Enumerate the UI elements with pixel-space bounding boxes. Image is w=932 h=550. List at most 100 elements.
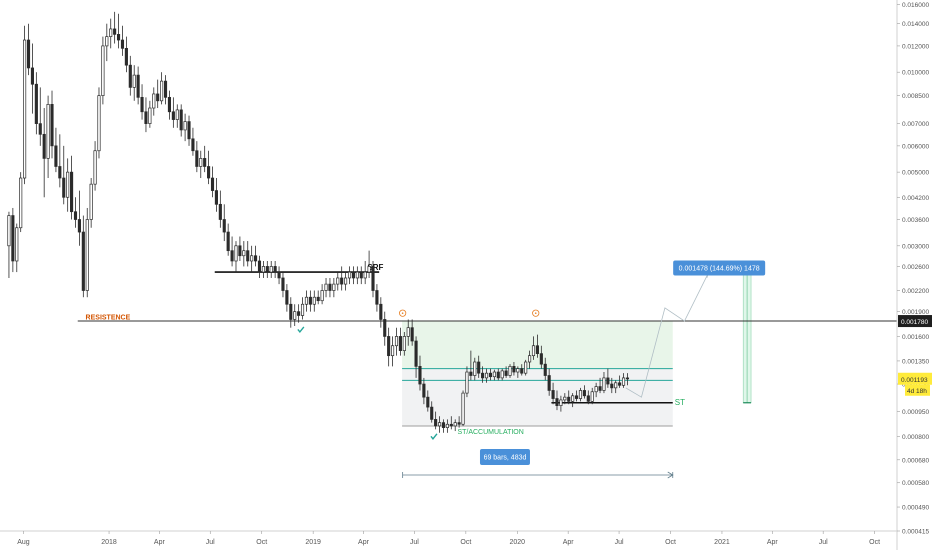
- y-tick-label: 0.002600: [902, 264, 929, 271]
- candle-body: [500, 370, 504, 379]
- candle-body: [179, 109, 183, 131]
- candle-body: [54, 145, 58, 167]
- candle-body: [398, 336, 402, 351]
- y-tick-label: 0.003600: [902, 217, 929, 224]
- candle-body: [246, 250, 250, 262]
- resistance-label: RESISTENCE: [86, 315, 131, 322]
- candle-body: [574, 395, 579, 399]
- candle-body: [207, 166, 211, 179]
- candle-body: [136, 74, 140, 98]
- candle-body: [508, 366, 512, 376]
- candle-body: [203, 158, 207, 167]
- candle-body: [512, 366, 516, 373]
- candle-body: [602, 377, 606, 391]
- candle-body: [336, 277, 340, 285]
- candle-body: [539, 353, 543, 365]
- candle-body: [261, 266, 265, 273]
- candle-body: [383, 319, 387, 337]
- candle-body: [481, 372, 485, 379]
- candle-body: [375, 290, 379, 305]
- y-tick-label: 0.001350: [902, 358, 929, 365]
- candle-body: [11, 215, 15, 262]
- y-tick-label: 0.001600: [902, 334, 929, 341]
- candle-body: [148, 107, 152, 124]
- candle-body: [594, 386, 598, 393]
- candle-body: [457, 422, 461, 425]
- candle-body: [195, 150, 199, 167]
- y-tick-label: 0.010000: [902, 70, 929, 77]
- x-tick-label: 2021: [714, 539, 730, 546]
- candle-body: [199, 158, 203, 167]
- x-tick-label: Apr: [358, 539, 370, 546]
- candle-body: [46, 104, 50, 159]
- candle-body: [42, 133, 46, 159]
- candle-body: [324, 283, 328, 291]
- candle-body: [140, 96, 144, 113]
- candle-body: [77, 219, 81, 233]
- x-tick-label: Jul: [410, 539, 419, 546]
- candle-body: [328, 283, 332, 291]
- candle-body: [234, 245, 238, 262]
- candle-body: [445, 423, 449, 428]
- candle-body: [469, 371, 473, 376]
- candle-body: [19, 177, 23, 229]
- candle-body: [50, 104, 54, 147]
- candle-body: [320, 290, 324, 302]
- candle-body: [606, 377, 610, 385]
- candle-body: [62, 177, 66, 198]
- candle-body: [116, 34, 121, 41]
- candle-body: [363, 271, 367, 279]
- accumulation-label: ST/ACCUMULATION: [457, 429, 523, 436]
- candle-body: [316, 296, 320, 302]
- candle-body: [70, 171, 74, 213]
- candle-body: [171, 111, 175, 120]
- candle-body: [101, 45, 105, 96]
- candle-body: [160, 80, 164, 102]
- candle-body: [23, 39, 27, 179]
- candle-body: [418, 366, 422, 385]
- candle-body: [547, 375, 551, 391]
- candle-body: [93, 150, 97, 185]
- x-tick-label: Oct: [460, 539, 471, 546]
- candle-body: [453, 422, 457, 427]
- candle-body: [422, 383, 426, 398]
- x-tick-label: Apr: [154, 539, 166, 546]
- candle-body: [426, 396, 430, 408]
- x-tick-label: Jul: [206, 539, 215, 546]
- candle-body: [285, 290, 289, 305]
- candle-body: [242, 250, 246, 257]
- candle-body: [414, 340, 418, 367]
- countdown-label: 4d 18h: [907, 388, 927, 395]
- y-tick-label: 0.002200: [902, 288, 929, 295]
- candle-body: [477, 361, 481, 374]
- candle-body: [250, 255, 254, 262]
- candle-body: [332, 283, 336, 291]
- candle-body: [394, 336, 399, 347]
- candle-body: [226, 231, 230, 252]
- candle-body: [367, 266, 371, 273]
- y-tick-label: 0.000415: [902, 529, 929, 536]
- candle-body: [359, 271, 363, 279]
- candle-body: [66, 171, 70, 198]
- y-tick-label: 0.000490: [902, 505, 929, 512]
- candle-body: [387, 336, 391, 357]
- y-tick-label: 0.006000: [902, 143, 929, 150]
- projection-badge: [673, 260, 766, 276]
- circle-marker-icon: [532, 309, 540, 317]
- candle-body: [289, 303, 293, 320]
- candle-body: [124, 47, 128, 66]
- accumulation-zone-lower: [402, 368, 673, 426]
- candle-body: [340, 277, 344, 285]
- candle-body: [273, 266, 277, 273]
- candle-body: [109, 28, 113, 37]
- circle-marker-icon: [399, 309, 407, 317]
- candle-body: [183, 121, 187, 131]
- candle-body: [618, 382, 622, 386]
- candle-body: [218, 203, 222, 220]
- candle-body: [441, 422, 446, 428]
- srf-label: SRF: [367, 263, 383, 272]
- x-tick-label: 2020: [509, 539, 525, 546]
- candle-body: [347, 271, 352, 279]
